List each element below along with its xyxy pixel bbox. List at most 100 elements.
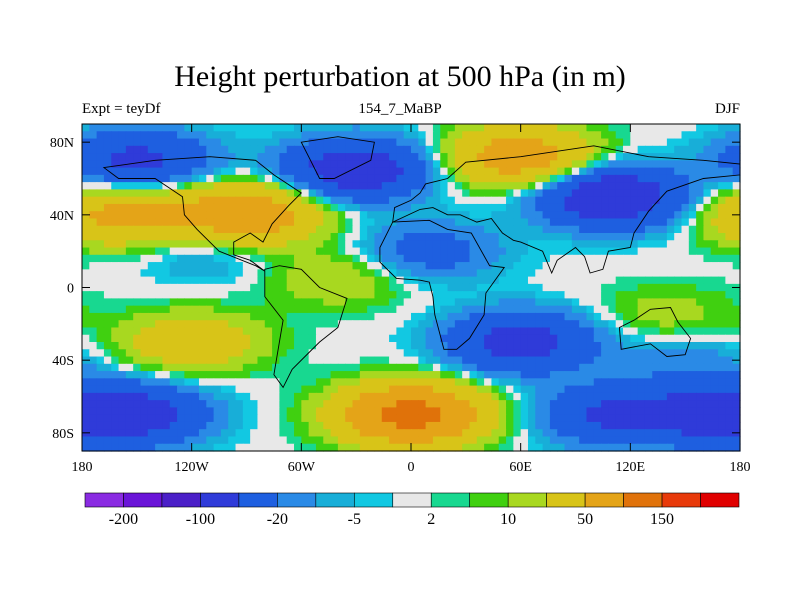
field-cell <box>571 262 580 270</box>
field-cell <box>337 421 346 430</box>
field-cell <box>352 443 361 452</box>
field-cell <box>608 276 617 285</box>
field-cell <box>169 240 178 249</box>
field-cell <box>381 320 390 329</box>
field-cell <box>359 145 368 154</box>
field-cell <box>235 160 244 169</box>
field-cell <box>96 262 105 270</box>
field-cell <box>623 363 631 372</box>
field-cell <box>111 327 120 336</box>
field-cell <box>623 342 631 350</box>
field-cell <box>462 312 471 321</box>
field-cell <box>89 327 98 336</box>
field-cell <box>681 160 690 169</box>
field-cell <box>323 276 332 285</box>
field-cell <box>82 443 90 452</box>
field-cell <box>279 131 288 140</box>
field-cell <box>513 429 522 438</box>
field-cell <box>206 211 215 220</box>
colorbar-swatch <box>277 492 317 508</box>
field-cell <box>389 145 397 154</box>
field-cell <box>118 298 127 307</box>
field-cell <box>476 233 485 241</box>
field-cell <box>586 312 595 321</box>
field-cell <box>257 247 266 256</box>
field-cell <box>666 356 675 365</box>
field-cell <box>125 327 134 336</box>
field-cell <box>191 298 200 307</box>
field-cell <box>367 233 376 241</box>
field-cell <box>118 291 127 299</box>
field-cell <box>242 392 251 401</box>
field-cell <box>389 283 397 292</box>
field-cell <box>696 436 705 445</box>
field-cell <box>425 254 434 263</box>
field-cell <box>103 429 112 438</box>
field-cell <box>308 429 317 438</box>
field-cell <box>418 334 427 343</box>
field-cell <box>659 225 668 234</box>
field-cell <box>147 167 156 176</box>
field-cell <box>571 429 580 438</box>
field-cell <box>491 254 500 263</box>
field-cell <box>89 349 98 358</box>
field-cell <box>279 414 288 423</box>
field-cell <box>469 342 478 350</box>
field-cell <box>593 312 602 321</box>
field-cell <box>542 160 551 169</box>
field-cell <box>206 392 215 401</box>
field-cell <box>637 240 646 249</box>
field-cell <box>140 400 149 408</box>
field-cell <box>315 429 324 438</box>
field-cell <box>184 291 193 299</box>
field-cell <box>674 385 683 394</box>
field-cell <box>323 138 332 147</box>
field-cell <box>162 334 171 343</box>
field-cell <box>732 320 741 329</box>
field-cell <box>330 327 339 336</box>
field-cell <box>213 233 222 241</box>
field-cell <box>301 392 310 401</box>
field-cell <box>118 247 127 256</box>
field-cell <box>315 312 324 321</box>
field-cell <box>118 421 127 430</box>
field-cell <box>623 371 631 379</box>
field-cell <box>367 356 376 365</box>
field-cell <box>308 363 317 372</box>
field-cell <box>564 327 573 336</box>
field-cell <box>579 392 588 401</box>
field-cell <box>82 312 90 321</box>
field-cell <box>286 283 295 292</box>
field-cell <box>520 342 529 350</box>
field-cell <box>710 429 719 438</box>
field-cell <box>703 400 712 408</box>
field-cell <box>330 400 339 408</box>
field-cell <box>242 371 251 379</box>
field-cell <box>308 443 317 452</box>
field-cell <box>608 153 617 161</box>
field-cell <box>535 378 544 387</box>
field-cell <box>389 342 397 350</box>
field-cell <box>257 363 266 372</box>
field-cell <box>571 378 580 387</box>
field-cell <box>506 371 514 379</box>
field-cell <box>111 283 120 292</box>
field-cell <box>469 153 478 161</box>
field-cell <box>272 349 280 358</box>
field-cell <box>257 269 266 278</box>
field-cell <box>454 371 463 379</box>
field-cell <box>264 240 273 249</box>
field-cell <box>155 262 164 270</box>
field-cell <box>703 334 712 343</box>
field-cell <box>184 203 193 212</box>
colorbar-swatch <box>430 492 471 508</box>
field-cell <box>476 225 485 234</box>
field-cell <box>359 363 368 372</box>
field-cell <box>272 407 280 416</box>
field-cell <box>242 349 251 358</box>
field-cell <box>498 349 507 358</box>
field-cell <box>623 153 631 161</box>
field-cell <box>411 320 419 329</box>
field-cell <box>323 196 332 205</box>
field-cell <box>191 385 200 394</box>
